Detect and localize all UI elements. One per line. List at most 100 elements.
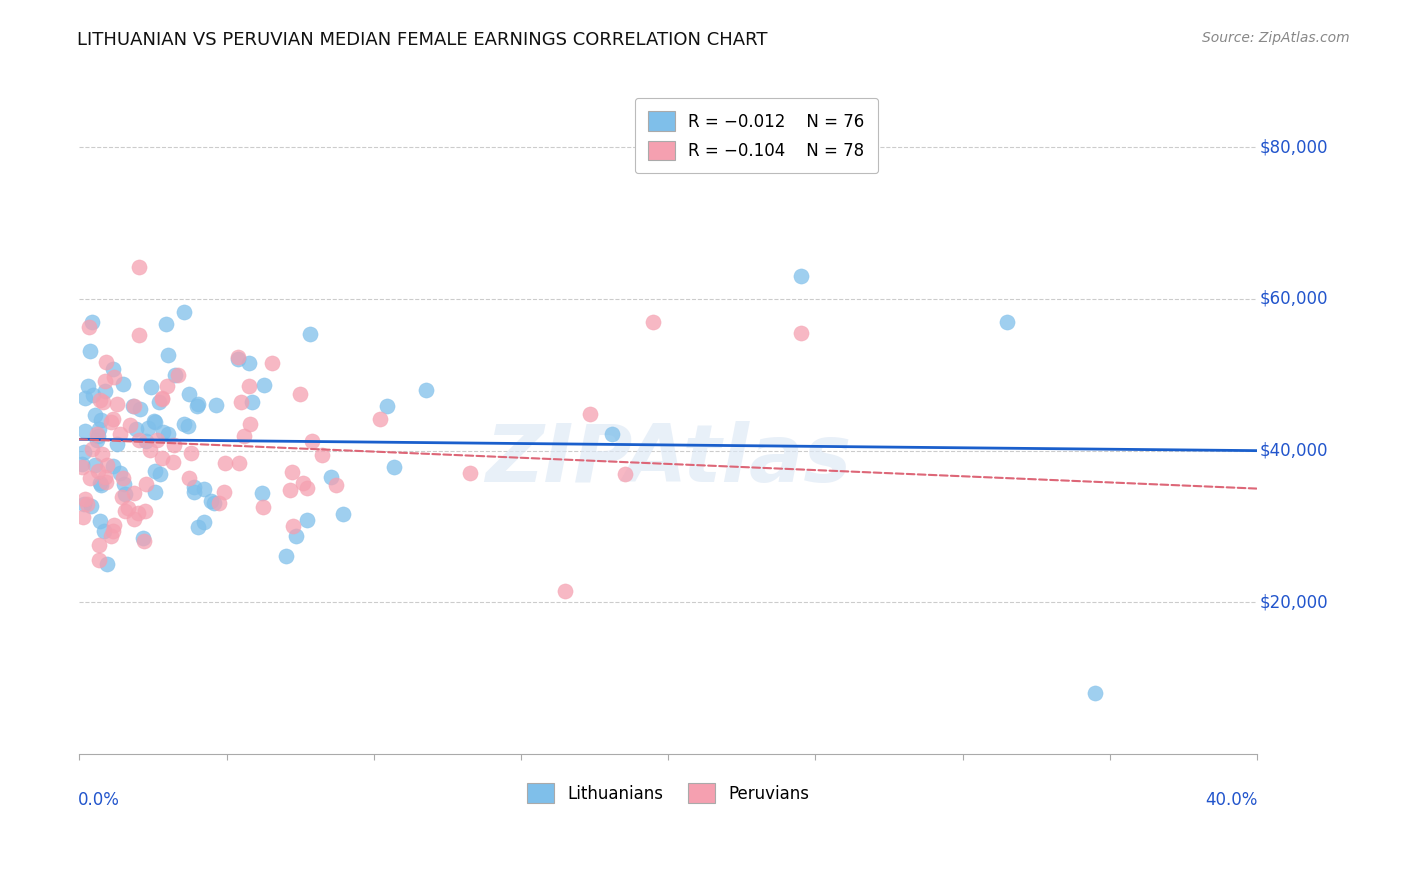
Point — [187, 520, 209, 534]
Point — [134, 504, 156, 518]
Point — [297, 513, 319, 527]
Point — [111, 377, 134, 392]
Point — [89, 393, 111, 408]
Point — [554, 584, 576, 599]
Point — [150, 450, 173, 465]
Point — [87, 422, 110, 436]
Point — [86, 426, 108, 441]
Point — [156, 426, 179, 441]
Point — [128, 402, 150, 417]
Point — [226, 352, 249, 367]
Text: $20,000: $20,000 — [1260, 593, 1327, 611]
Point — [226, 350, 249, 364]
Point — [281, 465, 304, 479]
Point — [96, 458, 118, 472]
Point — [90, 447, 112, 461]
Point — [128, 260, 150, 275]
Point — [103, 517, 125, 532]
Point — [128, 327, 150, 342]
Point — [1084, 686, 1107, 700]
Point — [101, 362, 124, 376]
Point — [127, 507, 149, 521]
Point — [193, 482, 215, 496]
Point — [311, 448, 333, 462]
Point — [94, 374, 117, 388]
Point — [643, 315, 665, 329]
Point — [284, 529, 307, 543]
Point — [239, 417, 262, 431]
Point — [128, 433, 150, 447]
Point — [179, 387, 201, 401]
Point — [253, 377, 276, 392]
Point — [79, 343, 101, 358]
Point — [105, 437, 128, 451]
Point — [89, 553, 111, 567]
Point — [112, 477, 135, 491]
Point — [114, 504, 136, 518]
Point — [578, 407, 600, 421]
Point — [149, 467, 172, 481]
Point — [458, 466, 481, 480]
Point — [152, 425, 174, 440]
Point — [600, 426, 623, 441]
Point — [101, 412, 124, 426]
Point — [96, 558, 118, 572]
Point — [93, 470, 115, 484]
Point — [291, 476, 314, 491]
Point — [150, 391, 173, 405]
Point — [288, 387, 311, 401]
Point — [117, 501, 139, 516]
Point — [262, 356, 284, 370]
Text: $40,000: $40,000 — [1260, 442, 1327, 459]
Point — [76, 497, 98, 511]
Point — [111, 471, 134, 485]
Point — [135, 476, 157, 491]
Point — [332, 507, 354, 521]
Point — [94, 384, 117, 399]
Point — [163, 438, 186, 452]
Point — [108, 466, 131, 480]
Point — [91, 394, 114, 409]
Text: LITHUANIAN VS PERUVIAN MEDIAN FEMALE EARNINGS CORRELATION CHART: LITHUANIAN VS PERUVIAN MEDIAN FEMALE EAR… — [77, 31, 768, 49]
Point — [155, 318, 177, 332]
Point — [143, 416, 166, 430]
Point — [83, 458, 105, 472]
Point — [89, 514, 111, 528]
Text: Source: ZipAtlas.com: Source: ZipAtlas.com — [1202, 31, 1350, 45]
Point — [212, 484, 235, 499]
Point — [166, 368, 188, 382]
Point — [177, 418, 200, 433]
Point — [186, 399, 208, 413]
Point — [122, 399, 145, 413]
Point — [82, 388, 104, 402]
Point — [82, 315, 104, 329]
Point — [73, 444, 96, 458]
Point — [233, 428, 256, 442]
Point — [156, 379, 179, 393]
Point — [132, 534, 155, 549]
Point — [73, 497, 96, 511]
Point — [108, 426, 131, 441]
Point — [250, 486, 273, 500]
Point — [100, 415, 122, 429]
Point — [89, 475, 111, 490]
Point — [136, 421, 159, 435]
Point — [995, 315, 1018, 329]
Point — [214, 456, 236, 470]
Point — [77, 379, 100, 393]
Point — [299, 326, 322, 341]
Point — [86, 433, 108, 447]
Point — [240, 395, 263, 409]
Point — [208, 496, 231, 510]
Point — [111, 490, 134, 504]
Point — [83, 408, 105, 422]
Point — [187, 397, 209, 411]
Point — [121, 399, 143, 413]
Point — [301, 434, 323, 448]
Point — [183, 485, 205, 500]
Text: $80,000: $80,000 — [1260, 138, 1327, 156]
Point — [122, 486, 145, 500]
Point — [114, 487, 136, 501]
Point — [177, 471, 200, 485]
Text: ZIPAtlas: ZIPAtlas — [485, 421, 851, 500]
